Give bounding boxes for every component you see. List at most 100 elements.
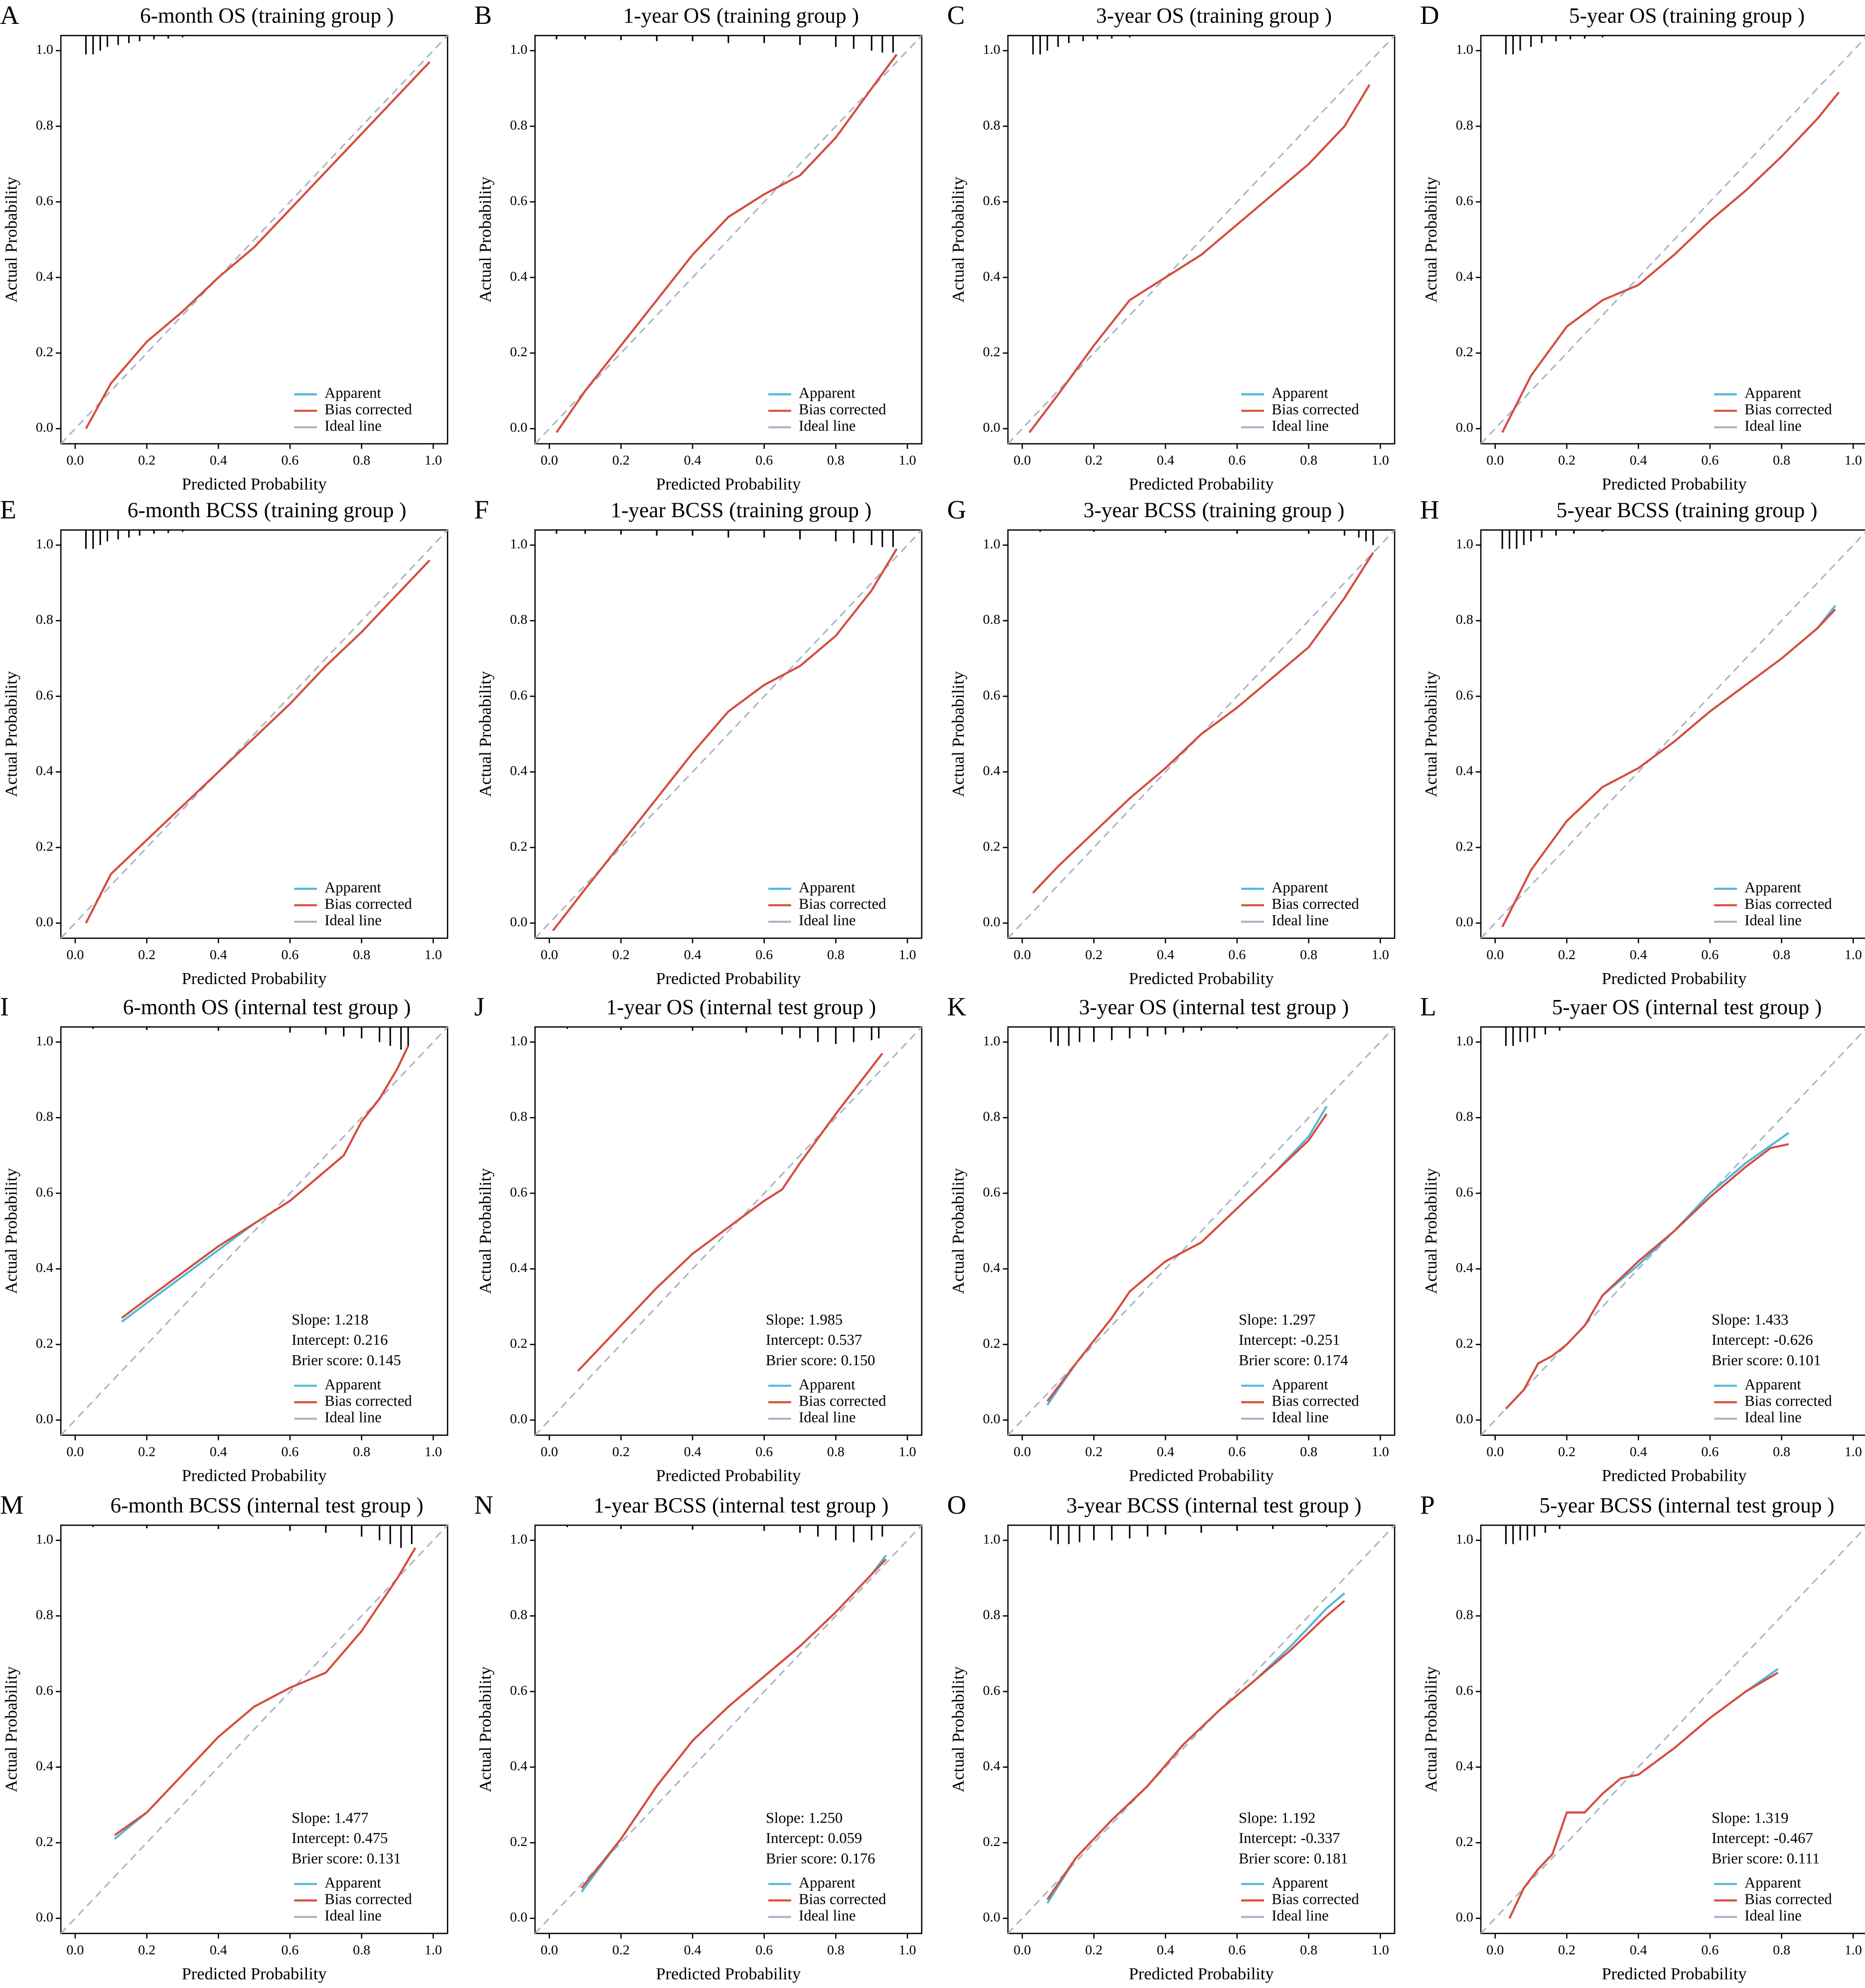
x-tick-label: 1.0 xyxy=(1845,1444,1862,1460)
x-tick-label: 0.2 xyxy=(1558,453,1576,468)
chart-title: 6-month OS (training group ) xyxy=(140,4,394,28)
legend-label: Ideal line xyxy=(324,418,381,434)
legend-label: Bias corrected xyxy=(1272,1392,1359,1409)
y-tick-label: 0.2 xyxy=(1456,1336,1473,1351)
y-tick-label: 0.8 xyxy=(36,612,53,627)
y-axis-label: Actual Probability xyxy=(1422,1666,1440,1793)
y-tick-label: 0.8 xyxy=(36,118,53,133)
y-tick-label: 0.4 xyxy=(1456,763,1473,779)
chart-title: 1-year OS (internal test group ) xyxy=(606,995,876,1019)
x-tick-label: 0.8 xyxy=(353,453,370,468)
panel: B 1-year OS (training group ) Predicted Pr… xyxy=(474,0,923,494)
y-tick-label: 0.6 xyxy=(36,688,53,703)
series-line xyxy=(1028,84,1371,433)
y-tick-label: 1.0 xyxy=(983,1532,1001,1547)
panel: I 6-month OS (internal test group ) Predic… xyxy=(0,992,448,1485)
x-tick-label: 0.4 xyxy=(1630,1444,1647,1460)
legend-label: Bias corrected xyxy=(1744,1392,1832,1409)
series-line xyxy=(1028,84,1371,433)
y-tick-label: 0.4 xyxy=(983,1260,1001,1276)
plot-frame xyxy=(60,1524,448,1934)
x-tick-label: 0.2 xyxy=(138,453,155,468)
series-line xyxy=(121,1045,410,1323)
y-tick-label: 1.0 xyxy=(1456,42,1473,57)
plot-frame xyxy=(1007,35,1396,444)
x-tick-label: 1.0 xyxy=(1372,1444,1389,1460)
plot-frame xyxy=(1007,529,1396,939)
legend-label: Ideal line xyxy=(1272,418,1328,434)
x-tick-label: 0.0 xyxy=(1486,1943,1504,1958)
panel-label: M xyxy=(0,1490,24,1520)
panel: K 3-year OS (internal test group ) Predict… xyxy=(947,992,1396,1485)
y-tick-label: 0.8 xyxy=(1456,612,1473,627)
y-tick-label: 0.2 xyxy=(510,344,528,360)
x-tick-label: 0.6 xyxy=(1701,947,1719,963)
x-tick-label: 1.0 xyxy=(425,1943,442,1958)
x-tick-label: 1.0 xyxy=(1372,453,1389,468)
panel-label: N xyxy=(474,1490,494,1520)
y-tick-label: 0.0 xyxy=(1456,1412,1473,1427)
y-tick-label: 0.2 xyxy=(1456,344,1473,360)
y-tick-label: 0.0 xyxy=(983,420,1001,435)
x-axis-label: Predicted Probability xyxy=(182,1964,327,1983)
legend-label: Ideal line xyxy=(799,1409,856,1425)
series-line xyxy=(1501,91,1840,433)
legend-label: Apparent xyxy=(1272,1874,1328,1891)
x-tick-label: 0.8 xyxy=(353,1943,370,1958)
x-tick-label: 0.8 xyxy=(1300,947,1317,963)
panel: P 5-year BCSS (internal test group ) Predi… xyxy=(1420,1490,1865,1983)
series-line xyxy=(1505,1143,1789,1410)
x-tick-label: 0.8 xyxy=(1300,1943,1317,1958)
legend-label: Apparent xyxy=(324,1874,381,1891)
x-tick-label: 1.0 xyxy=(899,453,916,468)
y-tick-label: 0.2 xyxy=(36,1834,53,1849)
legend-label: Bias corrected xyxy=(1744,1890,1832,1907)
panel-label: F xyxy=(474,494,489,524)
x-tick-label: 0.4 xyxy=(1157,1943,1174,1958)
plot-frame xyxy=(1480,1524,1865,1934)
panel-label: B xyxy=(474,0,492,30)
y-tick-label: 0.6 xyxy=(983,1184,1001,1200)
chart-title: 5-year BCSS (internal test group ) xyxy=(1539,1493,1834,1517)
x-axis-label: Predicted Probability xyxy=(182,475,327,494)
y-tick-label: 0.0 xyxy=(510,914,528,930)
y-tick-label: 0.0 xyxy=(983,914,1001,930)
x-tick-label: 0.4 xyxy=(1157,453,1174,468)
x-tick-label: 0.0 xyxy=(541,1444,558,1460)
y-tick-label: 1.0 xyxy=(36,1033,53,1049)
series-line xyxy=(1501,91,1840,433)
chart-title: 6-month OS (internal test group ) xyxy=(123,995,411,1019)
panel: N 1-year BCSS (internal test group ) Predi… xyxy=(474,1490,923,1983)
annotation: Intercept: -0.337 xyxy=(1239,1830,1340,1846)
y-tick-label: 0.8 xyxy=(1456,1607,1473,1623)
x-tick-label: 0.0 xyxy=(541,453,558,468)
y-tick-label: 0.2 xyxy=(510,1336,528,1351)
x-tick-label: 0.2 xyxy=(1558,1444,1576,1460)
x-tick-label: 0.8 xyxy=(827,453,845,468)
y-tick-label: 0.4 xyxy=(36,1260,53,1276)
y-tick-label: 0.2 xyxy=(510,839,528,854)
y-tick-label: 1.0 xyxy=(1456,1532,1473,1547)
y-tick-label: 1.0 xyxy=(510,1532,528,1547)
annotation: Slope: 1.477 xyxy=(291,1809,368,1826)
annotation: Intercept: -0.251 xyxy=(1239,1331,1340,1348)
chart-title: 5-year BCSS (training group ) xyxy=(1557,498,1818,522)
x-tick-label: 0.0 xyxy=(1013,453,1031,468)
y-tick-label: 0.4 xyxy=(1456,269,1473,284)
x-tick-label: 0.4 xyxy=(1630,1943,1647,1958)
legend-label: Ideal line xyxy=(1744,1907,1801,1924)
y-tick-label: 1.0 xyxy=(983,1033,1001,1049)
x-tick-label: 0.8 xyxy=(1773,1943,1790,1958)
x-axis-label: Predicted Probability xyxy=(656,1964,801,1983)
legend-label: Ideal line xyxy=(799,418,856,434)
panel: C 3-year OS (training group ) Predicted Pr… xyxy=(947,0,1396,494)
panel: A 6-month OS (training group ) Predicted P… xyxy=(0,0,448,494)
chart-title: 5-year OS (training group ) xyxy=(1569,4,1805,28)
panel: G 3-year BCSS (training group ) Predicted … xyxy=(947,494,1396,988)
y-tick-label: 1.0 xyxy=(983,42,1001,57)
x-tick-label: 0.6 xyxy=(1701,1943,1719,1958)
annotation: Brier score: 0.174 xyxy=(1239,1352,1348,1369)
y-axis-label: Actual Probability xyxy=(1422,176,1440,303)
y-tick-label: 0.8 xyxy=(983,612,1001,627)
x-axis-label: Predicted Probability xyxy=(656,1466,801,1485)
